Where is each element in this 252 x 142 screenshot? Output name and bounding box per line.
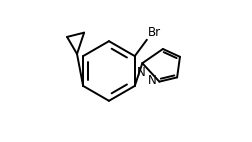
- Text: Br: Br: [148, 26, 161, 39]
- Text: N: N: [137, 66, 146, 79]
- Text: N: N: [147, 74, 156, 87]
